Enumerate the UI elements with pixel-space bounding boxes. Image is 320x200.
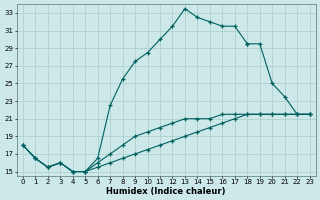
X-axis label: Humidex (Indice chaleur): Humidex (Indice chaleur): [107, 187, 226, 196]
